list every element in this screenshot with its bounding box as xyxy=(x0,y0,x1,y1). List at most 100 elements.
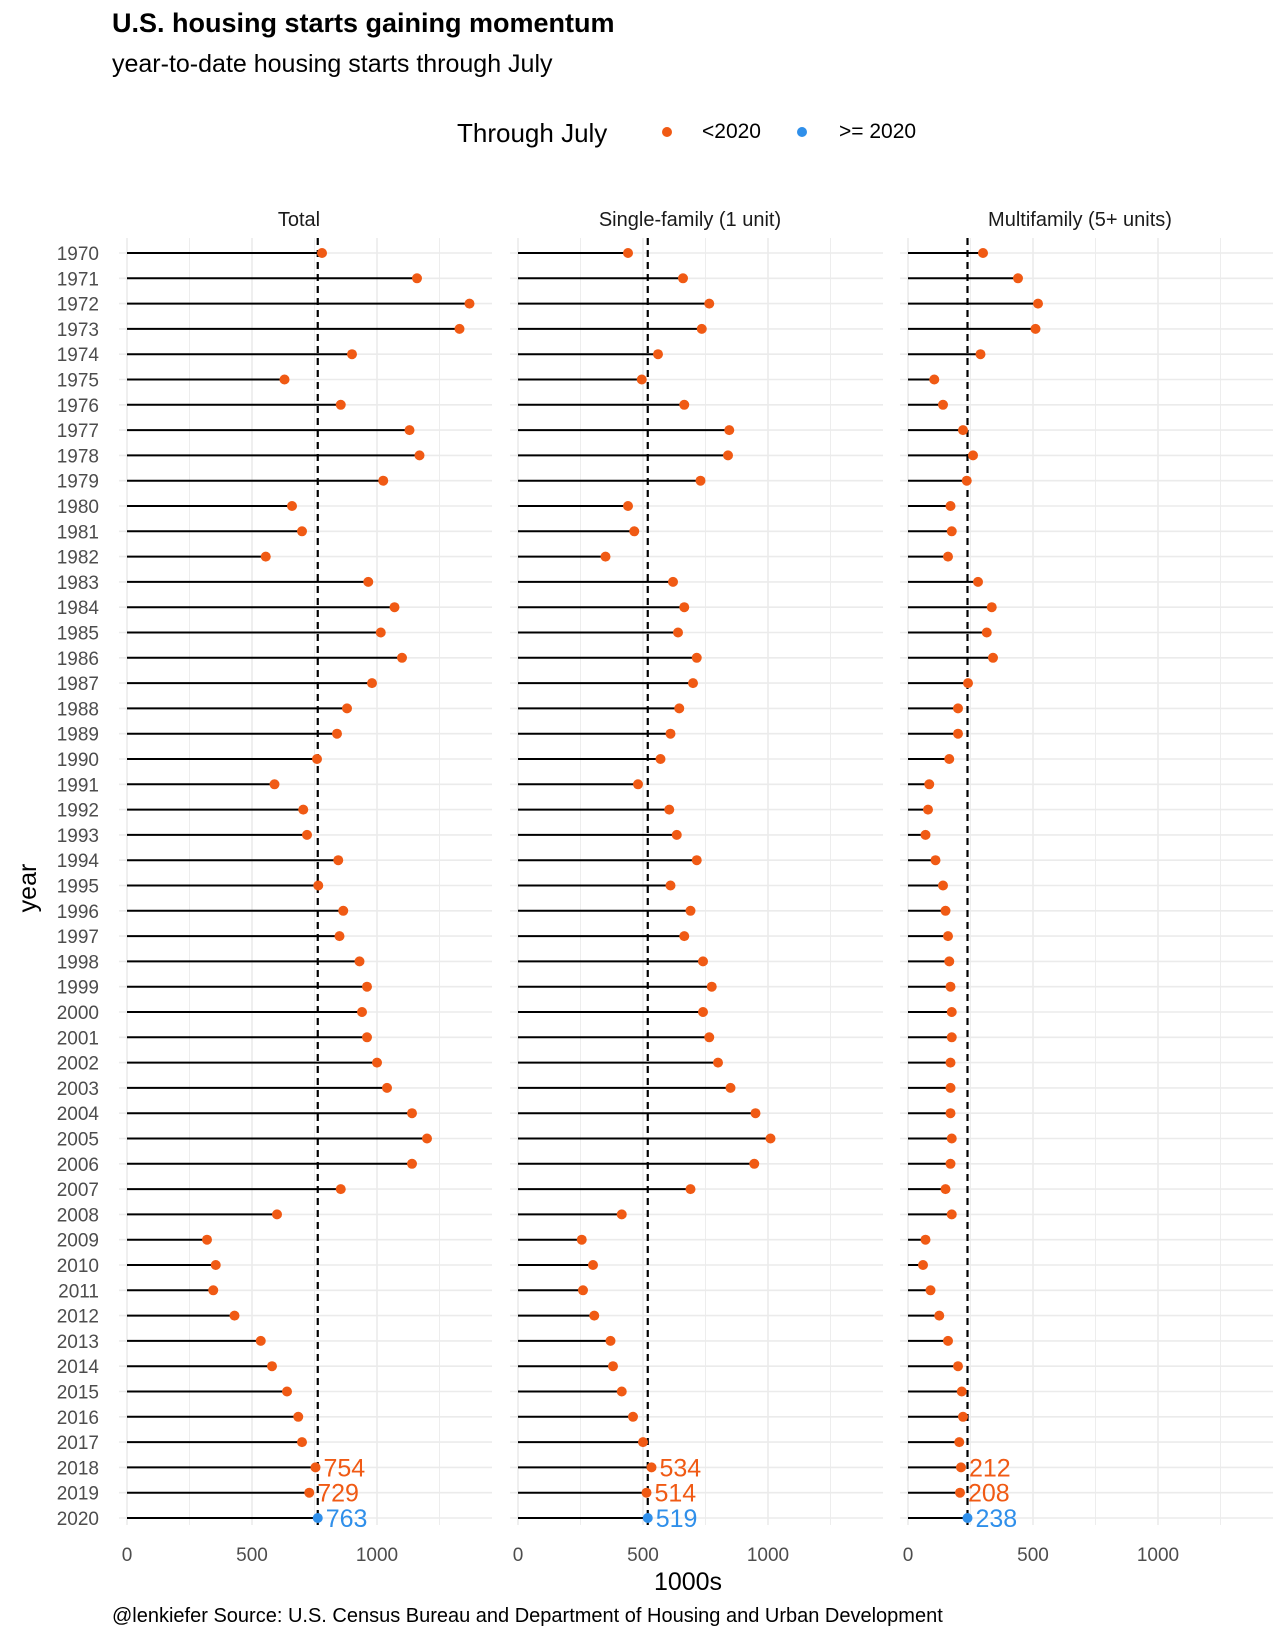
lollipop-dot xyxy=(923,804,933,815)
lollipop-dot xyxy=(642,1513,653,1523)
lollipop-dot xyxy=(363,576,374,587)
lollipop-dot xyxy=(953,703,963,714)
y-tick-label: 1992 xyxy=(57,801,99,822)
lollipop-dot xyxy=(407,1108,417,1119)
lollipop-dot xyxy=(208,1285,219,1296)
lollipop-dot xyxy=(956,1462,966,1473)
lollipop-dot xyxy=(628,1411,638,1422)
y-tick-label: 2005 xyxy=(57,1130,99,1151)
lollipop-dot xyxy=(260,551,271,562)
y-tick-label: 1983 xyxy=(57,573,99,594)
lollipop-dot xyxy=(338,905,349,916)
lollipop-dot xyxy=(945,1108,956,1119)
lollipop-dot xyxy=(576,1234,587,1245)
lollipop-dot xyxy=(312,1513,323,1523)
lollipop-dot xyxy=(956,1386,967,1397)
lollipop-dot xyxy=(940,905,951,916)
lollipop-dot xyxy=(210,1260,221,1270)
lollipop-dot xyxy=(372,1057,382,1068)
lollipop-dot xyxy=(1033,298,1043,309)
lollipop-dot xyxy=(946,526,957,537)
lollipop-dot xyxy=(920,829,931,840)
lollipop-dot xyxy=(724,425,735,436)
lollipop-dot xyxy=(698,1007,708,1017)
lollipop-dot xyxy=(616,1209,627,1220)
y-tick-label: 2016 xyxy=(57,1408,99,1429)
lollipop-dot xyxy=(312,754,322,764)
lollipop-dot xyxy=(929,374,940,385)
lollipop-dot xyxy=(691,652,702,663)
lollipop-dot xyxy=(679,931,690,942)
lollipop-dot xyxy=(272,1209,282,1220)
y-tick-label: 2004 xyxy=(57,1104,100,1125)
lollipop-dot xyxy=(414,450,425,461)
x-tick-label: 0 xyxy=(903,1545,914,1566)
y-tick-label: 1997 xyxy=(57,927,99,948)
y-tick-label: 1995 xyxy=(57,877,99,898)
lollipop-dot xyxy=(664,804,675,815)
lollipop-dot xyxy=(646,1462,657,1473)
lollipop-chart: 1970 1971 1972 1973 1974 1975 1976 1977 1978 1979… xyxy=(14,209,1273,1596)
lollipop-dot xyxy=(968,450,978,461)
lollipop-dot xyxy=(704,1032,715,1043)
lollipop-dot xyxy=(685,905,696,916)
lollipop-dot xyxy=(925,1285,936,1296)
value-label: 212 xyxy=(969,1454,1011,1482)
chart-title: U.S. housing starts gaining momentum xyxy=(112,8,615,38)
lollipop-dot xyxy=(953,728,963,739)
lollipop-dot xyxy=(713,1057,723,1068)
lollipop-dot xyxy=(924,779,935,790)
lollipop-dot xyxy=(362,1032,372,1043)
y-tick-label: 1988 xyxy=(57,699,99,720)
y-tick-label: 1990 xyxy=(57,750,99,771)
legend-dot-post2020 xyxy=(797,127,807,137)
lollipop-dot xyxy=(332,728,342,739)
lollipop-dot xyxy=(378,475,389,486)
y-axis-title: year xyxy=(14,864,42,913)
lollipop-dot xyxy=(293,1411,304,1422)
lollipop-dot xyxy=(298,804,309,815)
lollipop-dot xyxy=(382,1082,392,1093)
lollipop-dot xyxy=(986,602,997,613)
lollipop-dot xyxy=(397,652,407,663)
lollipop-dot xyxy=(665,728,676,739)
lollipop-dot xyxy=(605,1335,616,1346)
lollipop-dot xyxy=(629,526,640,537)
y-tick-label: 2001 xyxy=(57,1028,99,1049)
value-label: 514 xyxy=(655,1480,697,1508)
y-tick-label: 1994 xyxy=(57,851,100,872)
y-tick-label: 2014 xyxy=(57,1357,100,1378)
lollipop-dot xyxy=(335,399,346,410)
lollipop-dot xyxy=(279,374,290,385)
y-tick-label: 1976 xyxy=(57,396,99,417)
source-caption: @lenkiefer Source: U.S. Census Bureau an… xyxy=(112,1605,943,1627)
lollipop-dot xyxy=(407,1158,417,1169)
lollipop-dot xyxy=(946,1032,957,1043)
y-tick-label: 1999 xyxy=(57,978,99,999)
lollipop-dot xyxy=(310,1462,321,1473)
y-tick-label: 2002 xyxy=(57,1054,99,1075)
lollipop-dot xyxy=(706,981,717,992)
lollipop-dot xyxy=(464,298,475,309)
lollipop-dot xyxy=(623,501,633,511)
x-tick-label: 1000 xyxy=(356,1545,398,1566)
lollipop-dot xyxy=(723,450,733,461)
lollipop-dot xyxy=(589,1310,600,1321)
facet-title: Single-family (1 unit) xyxy=(599,209,781,231)
lollipop-dot xyxy=(255,1335,266,1346)
legend-dot-pre2020 xyxy=(662,127,672,137)
lollipop-dot xyxy=(304,1487,315,1498)
lollipop-dot xyxy=(354,956,365,967)
lollipop-dot xyxy=(988,652,998,663)
lollipop-dot xyxy=(404,425,415,436)
lollipop-dot xyxy=(958,1411,968,1422)
lollipop-dot xyxy=(668,576,678,587)
lollipop-dot xyxy=(674,703,685,714)
y-tick-label: 2011 xyxy=(58,1281,99,1302)
chart-subtitle: year-to-date housing starts through July xyxy=(112,50,553,78)
lollipop-dot xyxy=(412,273,422,284)
lollipop-dot xyxy=(685,1184,696,1195)
lollipop-dot xyxy=(943,1335,953,1346)
lollipop-dot xyxy=(313,880,324,891)
y-tick-label: 1978 xyxy=(57,446,99,467)
